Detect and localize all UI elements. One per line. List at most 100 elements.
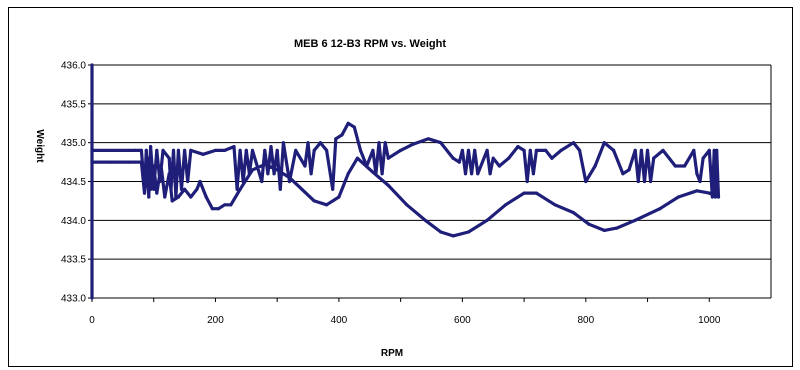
data-point-0-8 <box>149 145 153 149</box>
data-point-0-118 <box>658 207 662 211</box>
data-point-0-52 <box>352 125 356 129</box>
data-point-0-90 <box>593 164 597 168</box>
data-point-0-47 <box>325 148 329 152</box>
data-point-0-76 <box>497 164 501 168</box>
data-point-0-126 <box>522 191 526 195</box>
data-point-0-48 <box>331 187 335 191</box>
series-group <box>90 63 721 300</box>
data-point-0-53 <box>358 148 363 152</box>
data-point-0-15 <box>171 148 176 152</box>
data-point-0-130 <box>451 234 455 238</box>
data-point-0-32 <box>260 179 264 184</box>
data-point-0-14 <box>169 187 173 191</box>
y-tick-label-5: 435.5 <box>61 99 86 110</box>
data-point-0-151 <box>204 195 208 199</box>
data-point-0-87 <box>571 141 576 145</box>
data-point-0-159 <box>163 195 167 199</box>
data-point-0-135 <box>371 170 375 174</box>
data-point-0-41 <box>294 148 298 152</box>
data-point-0-20 <box>186 179 190 184</box>
data-point-0-22 <box>201 152 205 156</box>
data-point-0-150 <box>210 207 214 211</box>
data-point-0-102 <box>661 148 665 152</box>
x-tick-label-3: 600 <box>454 315 471 326</box>
data-point-0-161 <box>155 191 159 195</box>
data-point-0-95 <box>633 148 637 152</box>
x-axis-label: RPM <box>381 348 403 359</box>
data-point-0-145 <box>250 168 255 172</box>
x-tick-label-2: 400 <box>331 315 348 326</box>
data-point-0-31 <box>250 148 255 152</box>
data-point-0-30 <box>247 172 251 176</box>
data-point-0-155 <box>183 187 187 191</box>
data-point-0-120 <box>615 226 619 230</box>
data-point-0-83 <box>534 148 539 152</box>
data-point-0-75 <box>491 156 495 160</box>
data-point-0-142 <box>287 176 292 180</box>
data-point-0-11 <box>158 179 162 184</box>
data-point-0-63 <box>426 137 430 141</box>
data-point-0-113 <box>715 148 719 152</box>
data-point-0-123 <box>571 211 576 215</box>
data-point-0-148 <box>223 203 227 207</box>
data-point-0-116 <box>695 189 699 193</box>
data-point-0-157 <box>170 199 174 203</box>
data-point-0-149 <box>216 207 221 211</box>
x-tick-label-1: 200 <box>207 315 224 326</box>
data-point-0-78 <box>516 145 520 149</box>
data-point-0-140 <box>312 199 316 203</box>
data-point-0-156 <box>176 195 180 199</box>
data-point-0-101 <box>652 156 656 160</box>
data-point-0-26 <box>235 187 239 191</box>
data-point-0-117 <box>676 195 681 199</box>
y-tick-labels: 433.0 433.5 434.0 434.5 435.0 435.5 436.0 <box>61 61 86 305</box>
data-point-0-124 <box>553 203 557 207</box>
y-tick-label-4: 435.0 <box>61 138 86 149</box>
data-point-0-162 <box>152 164 156 168</box>
x-tick-labels: 0 200 400 600 800 1000 <box>89 298 721 326</box>
data-point-0-158 <box>167 172 171 176</box>
data-point-0-105 <box>692 148 696 152</box>
data-point-0-104 <box>683 164 687 168</box>
data-point-0-42 <box>303 164 307 168</box>
data-point-0-5 <box>142 187 147 191</box>
data-point-0-121 <box>602 228 606 232</box>
data-point-0-46 <box>318 141 322 145</box>
data-point-0-167 <box>127 160 131 164</box>
data-point-0-77 <box>507 156 511 160</box>
data-point-0-34 <box>266 172 270 176</box>
data-point-0-138 <box>337 195 341 199</box>
x-tick-label-4: 800 <box>577 315 594 326</box>
data-point-0-24 <box>223 148 227 152</box>
data-point-0-93 <box>621 172 625 176</box>
data-point-0-139 <box>325 203 329 207</box>
data-point-0-134 <box>386 183 390 187</box>
y-axis-label: Weight <box>34 129 45 163</box>
data-point-0-28 <box>241 179 245 184</box>
data-point-0-109 <box>707 148 711 152</box>
data-point-0-133 <box>405 203 409 207</box>
data-point-0-54 <box>365 164 369 168</box>
y-tick-label-3: 434.5 <box>61 177 86 188</box>
data-point-0-72 <box>476 172 480 176</box>
data-point-0-43 <box>306 141 310 145</box>
data-point-0-99 <box>645 148 650 152</box>
data-point-0-35 <box>269 145 273 149</box>
data-point-0-86 <box>559 148 563 152</box>
data-point-0-163 <box>149 187 153 191</box>
data-point-0-25 <box>232 145 236 149</box>
data-point-0-136 <box>355 156 359 160</box>
data-point-0-82 <box>531 172 536 176</box>
data-point-0-29 <box>244 148 248 152</box>
x-tick-label-5: 1000 <box>698 315 721 326</box>
data-point-0-141 <box>300 187 304 191</box>
data-point-0-62 <box>411 142 415 146</box>
data-point-0-119 <box>633 218 637 222</box>
data-point-0-0 <box>90 296 94 300</box>
data-point-0-169 <box>90 160 94 164</box>
data-point-0-73 <box>485 148 489 152</box>
data-point-0-50 <box>340 133 344 137</box>
data-point-0-89 <box>584 179 588 184</box>
data-point-0-127 <box>504 203 508 207</box>
data-point-0-106 <box>695 172 699 176</box>
